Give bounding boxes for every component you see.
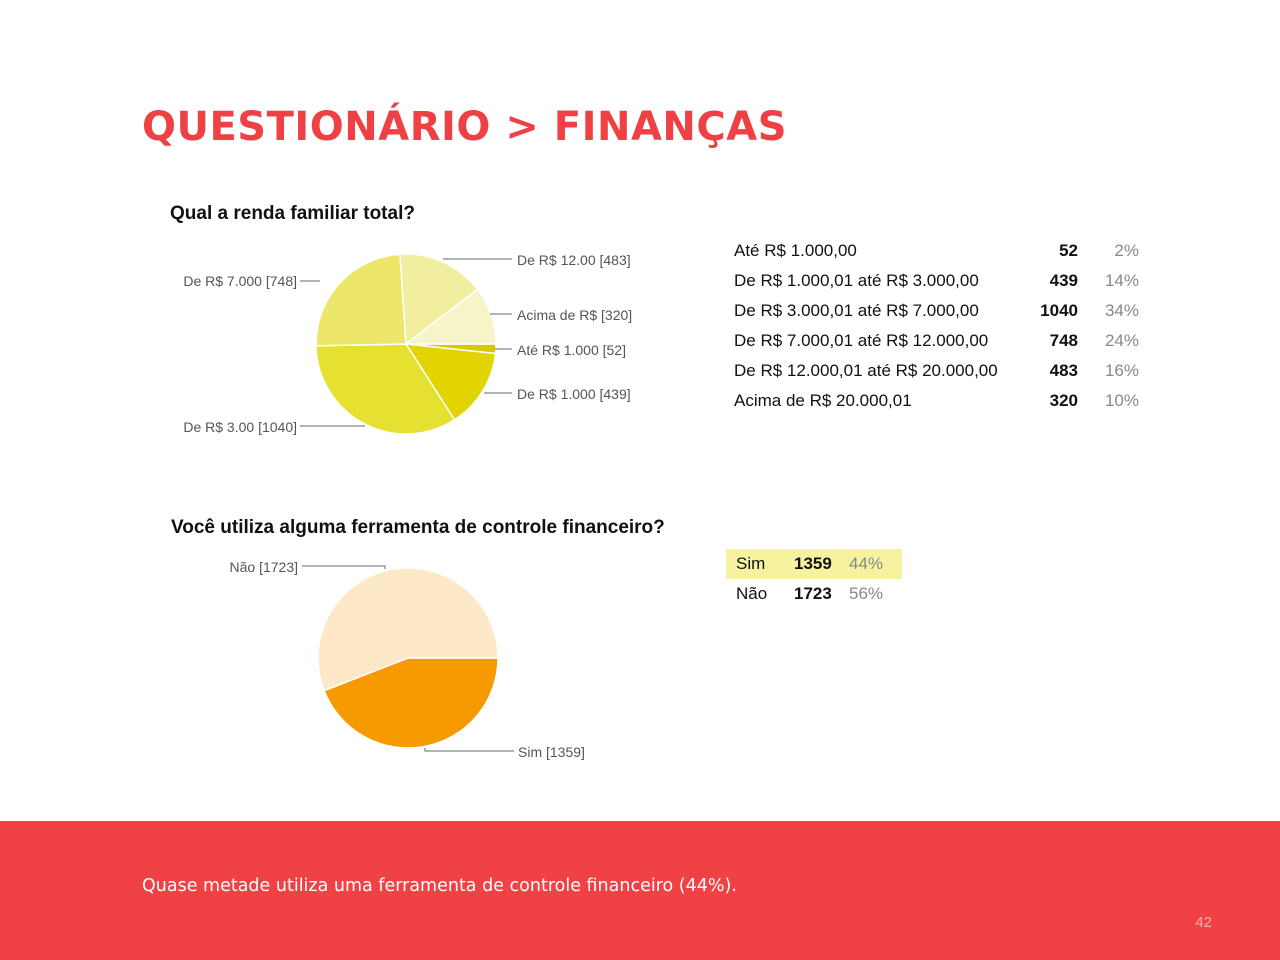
pie-slice-label: Sim [1359] (518, 744, 585, 760)
row-percent: 16% (1104, 361, 1139, 380)
row-count: 748 (1049, 331, 1078, 350)
table-row: Até R$ 1.000,00 52 2% (734, 236, 1139, 266)
row-percent: 56% (849, 584, 884, 603)
pie-slice-de-r-7-000-748 (315, 253, 407, 347)
pie-slice-label: De R$ 1.000 [439] (517, 386, 631, 402)
pie-slice-label: De R$ 12.00 [483] (517, 252, 631, 268)
pie-slice-acima-de-r-320 (403, 288, 497, 345)
leader-line (302, 565, 386, 569)
row-count: 483 (1049, 361, 1078, 380)
row-label: De R$ 12.000,01 até R$ 20.000,00 (734, 361, 998, 380)
row-label: Sim (726, 549, 794, 579)
row-count: 1723 (794, 584, 832, 603)
pie-slice-de-r-12-00-483 (399, 253, 479, 346)
pie-slice-label: Acima de R$ [320] (517, 307, 632, 323)
tool-usage-table: Sim 1359 44% Não 1723 56% (726, 549, 902, 609)
row-label: Acima de R$ 20.000,01 (734, 391, 912, 410)
row-label: Até R$ 1.000,00 (734, 241, 857, 260)
footer-text: Quase metade utiliza uma ferramenta de c… (142, 876, 737, 896)
row-count: 1359 (794, 549, 849, 579)
row-count: 439 (1049, 271, 1078, 290)
pie-slice-label: Até R$ 1.000 [52] (517, 342, 626, 358)
table-row: Sim 1359 44% (726, 549, 902, 579)
row-percent: 24% (1104, 331, 1139, 350)
row-percent: 2% (1114, 241, 1139, 260)
row-percent: 34% (1104, 301, 1139, 320)
row-count: 320 (1049, 391, 1078, 410)
pie-slice-label: De R$ 7.000 [748] (183, 273, 297, 289)
row-label: Não (736, 584, 768, 603)
table-row: De R$ 1.000,01 até R$ 3.000,00 439 14% (734, 266, 1139, 296)
table-row: De R$ 7.000,01 até R$ 12.000,00 748 24% (734, 326, 1139, 356)
table-row: Não 1723 56% (726, 579, 902, 609)
row-count: 52 (1059, 241, 1078, 260)
table-row: Acima de R$ 20.000,01 320 10% (734, 386, 1139, 416)
row-percent: 14% (1104, 271, 1139, 290)
row-label: De R$ 7.000,01 até R$ 12.000,00 (734, 331, 989, 350)
page-number: 42 (1195, 914, 1212, 931)
pie-slice-label: Não [1723] (230, 559, 299, 575)
pie-slice-nao-1723 (317, 567, 499, 692)
pie-slice-de-r-1-000-439 (404, 343, 497, 421)
row-percent: 10% (1104, 391, 1139, 410)
row-label: De R$ 3.000,01 até R$ 7.000,00 (734, 301, 979, 320)
footer-band (0, 821, 1280, 960)
table-row: De R$ 12.000,01 até R$ 20.000,00 483 16% (734, 356, 1139, 386)
row-count: 1040 (1040, 301, 1078, 320)
table-row: De R$ 3.000,01 até R$ 7.000,00 1040 34% (734, 296, 1139, 326)
tool-question-title: Você utiliza alguma ferramenta de contro… (171, 517, 665, 538)
income-question-title: Qual a renda familiar total? (170, 203, 415, 224)
row-percent: 44% (849, 549, 902, 579)
leader-line (424, 748, 514, 752)
slide-title: Questionário > Finanças (142, 104, 788, 150)
row-label: De R$ 1.000,01 até R$ 3.000,00 (734, 271, 979, 290)
income-table: Até R$ 1.000,00 52 2% De R$ 1.000,01 até R$… (734, 236, 1139, 416)
pie-slice-de-r-3-00-1040 (315, 343, 456, 435)
pie-slice-sim-1359 (323, 657, 499, 749)
pie-slice-label: De R$ 3.00 [1040] (183, 419, 297, 435)
